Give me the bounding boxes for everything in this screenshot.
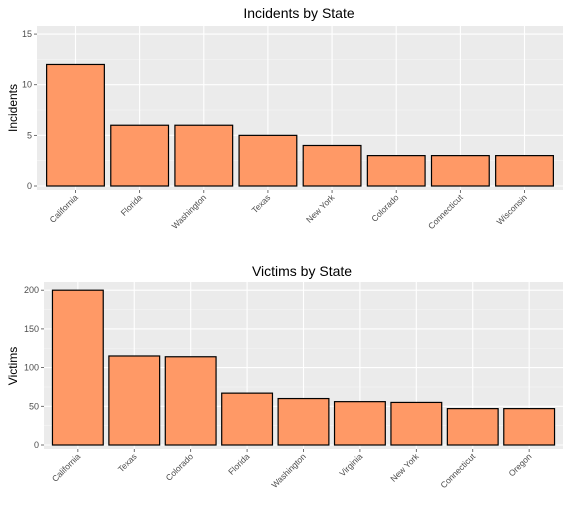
bar-connecticut — [430, 155, 490, 187]
bar-oregon — [503, 408, 556, 446]
bar-colorado — [366, 155, 426, 187]
x-tick-label: Connecticut — [438, 451, 477, 490]
x-tick-label: Wisconsin — [494, 192, 529, 227]
x-tick-label: Washington — [170, 192, 209, 231]
bar-washington — [174, 124, 234, 187]
x-tick-label: Virginia — [337, 451, 364, 478]
chart-title: Victims by State — [252, 263, 352, 279]
bar-new-york — [390, 401, 443, 446]
bar-california — [46, 63, 105, 187]
bar-virginia — [333, 401, 386, 446]
y-tick-label: 10 — [22, 80, 32, 90]
chart-title: Incidents by State — [243, 5, 355, 21]
x-tick-label: Colorado — [369, 192, 401, 224]
x-tick-label: Washington — [269, 451, 308, 490]
incidents-chart: Incidents by State Incidents 0 5 10 15 Calif… — [6, 5, 563, 231]
y-tick-label: 15 — [22, 29, 32, 39]
bar-florida — [221, 392, 274, 446]
y-tick-label: 200 — [24, 285, 39, 295]
bar-colorado — [164, 356, 217, 446]
bar-wisconsin — [495, 155, 554, 187]
bar-new-york — [302, 144, 362, 187]
y-tick-label: 100 — [24, 363, 39, 373]
x-tick-label: Texas — [250, 192, 273, 215]
bar-florida — [110, 124, 170, 187]
y-axis-label: Incidents — [6, 84, 20, 132]
bar-texas — [238, 134, 298, 187]
bar-connecticut — [446, 408, 499, 446]
x-tick-label: Oregon — [506, 451, 533, 478]
x-tick-label: New York — [304, 192, 337, 225]
bar-california — [51, 289, 104, 446]
victims-chart: Victims by State Victims 0 50 100 150 200 Cal… — [6, 263, 563, 490]
x-tick-label: Texas — [116, 451, 139, 474]
y-tick-label: 150 — [24, 324, 39, 334]
x-tick-label: Florida — [226, 451, 252, 477]
x-tick-label: Colorado — [164, 451, 196, 483]
x-tick-label: New York — [388, 451, 421, 484]
bar-washington — [277, 397, 330, 446]
y-tick-label: 5 — [27, 130, 32, 140]
x-tick-label: California — [47, 192, 80, 225]
y-tick-label: 0 — [34, 440, 39, 450]
x-tick-label: Florida — [119, 192, 145, 218]
y-tick-label: 50 — [29, 401, 39, 411]
y-tick-label: 0 — [27, 181, 32, 191]
y-axis-label: Victims — [6, 347, 20, 385]
x-tick-label: Connecticut — [426, 192, 465, 231]
bar-texas — [108, 355, 161, 446]
x-tick-label: California — [50, 451, 83, 484]
